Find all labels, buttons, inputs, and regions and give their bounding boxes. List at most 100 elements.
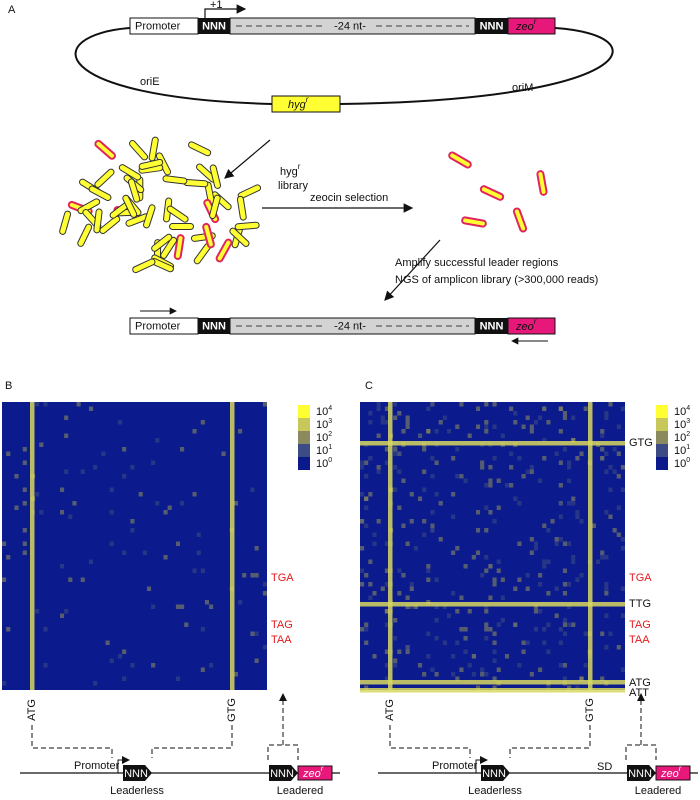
heatmap-cell	[529, 469, 534, 474]
heatmap-row	[360, 441, 625, 446]
heatmap-cell	[567, 501, 572, 506]
heatmap-cell	[604, 411, 609, 416]
bacterium	[160, 236, 178, 259]
heatmap-cell	[455, 640, 460, 645]
heatmap-cell	[384, 582, 389, 587]
heatmap-cell	[471, 555, 476, 560]
heatmap-cell	[467, 609, 472, 614]
promoter-label: Promoter	[135, 20, 181, 32]
heatmap-cell	[384, 609, 389, 614]
heatmap-cell	[451, 672, 456, 677]
heatmap-cell	[175, 604, 181, 609]
heatmap-cell	[525, 573, 530, 578]
heatmap-cell	[496, 667, 501, 672]
heatmap-cell	[446, 613, 452, 618]
nnn-box	[475, 318, 508, 334]
heatmap-cell	[384, 447, 389, 452]
dashed-bracket	[31, 725, 113, 758]
heatmap-cell	[517, 577, 522, 582]
heatmap-cell	[262, 591, 267, 596]
heatmap-cell	[604, 586, 609, 591]
nnn-label: NNN	[124, 768, 148, 780]
heatmap-cell	[14, 474, 19, 479]
colorbar-label: 104	[674, 405, 690, 418]
colorbar-swatch	[656, 457, 668, 470]
bacterium	[188, 141, 212, 157]
heatmap-cell	[384, 676, 389, 681]
bacterium	[236, 195, 247, 221]
heatmap-cell	[196, 550, 201, 555]
heatmap-cell	[68, 514, 73, 519]
heatmap-cell	[422, 469, 427, 474]
heatmap-cell	[533, 546, 539, 551]
hyg-label-sup: r	[306, 95, 309, 104]
heatmap-cell	[558, 483, 563, 488]
heatmap-cell	[538, 573, 543, 578]
heatmap-cell	[562, 541, 568, 546]
heatmap-cell	[500, 618, 505, 623]
heatmap-cell	[484, 420, 489, 425]
heatmap-cell	[496, 568, 501, 573]
heatmap-cell	[59, 487, 65, 492]
heatmap-cell	[542, 438, 547, 443]
heatmap-cell	[484, 483, 489, 488]
heatmap-cell	[484, 402, 489, 407]
heatmap-row	[360, 680, 625, 685]
heatmap-cell	[426, 654, 431, 659]
heatmap-cell	[368, 420, 373, 425]
heatmap-cell	[175, 541, 181, 546]
heatmap-cell	[492, 577, 497, 582]
heatmap-cell	[22, 550, 27, 555]
row-label: TAG	[271, 619, 293, 631]
heatmap-cell	[475, 406, 481, 411]
heatmap-cell	[521, 474, 526, 479]
colorbar-base: 10	[674, 432, 686, 444]
heatmap-cell	[620, 613, 625, 618]
row-label: TAG	[629, 619, 651, 631]
heatmap-cell	[471, 672, 476, 677]
heatmap-cell	[64, 609, 69, 614]
heatmap-cell	[360, 492, 365, 497]
heatmap-cell	[571, 555, 576, 560]
dashed-bracket	[625, 744, 657, 760]
colorbar-base: 10	[316, 419, 328, 431]
heatmap-cell	[538, 478, 543, 483]
colorbar-swatch	[298, 418, 310, 431]
heatmap-cell	[542, 523, 547, 528]
heatmap-cell	[80, 469, 85, 474]
heatmap-cell	[192, 429, 197, 434]
heatmap-cell	[22, 487, 27, 492]
dashed-bracket	[509, 725, 591, 758]
heatmap-cell	[384, 541, 389, 546]
heatmap-cell	[35, 492, 40, 497]
heatmap-cell	[546, 622, 551, 627]
colorbar-base: 10	[316, 445, 328, 457]
heatmap-row	[360, 602, 625, 607]
heatmap-cell	[488, 595, 493, 600]
heatmap-cell	[405, 541, 410, 546]
heatmap-cell	[417, 496, 423, 501]
colorbar-base: 10	[674, 419, 686, 431]
bacterium	[94, 139, 116, 160]
heatmap-cell	[492, 649, 497, 654]
heatmap-cell	[80, 577, 85, 582]
column-label: ATG	[26, 699, 38, 721]
nnn-label: NNN	[482, 768, 506, 780]
heatmap-cell	[430, 402, 435, 407]
heatmap-cell	[525, 415, 530, 420]
spacer-label: -24 nt-	[334, 20, 366, 32]
heatmap-cell	[542, 640, 547, 645]
library-label: hygr	[280, 162, 301, 178]
heatmap-cell	[475, 528, 481, 533]
heatmap-cell	[562, 415, 568, 420]
heatmap-cell	[401, 573, 406, 578]
heatmap-cell	[575, 514, 580, 519]
heatmap-cell	[368, 595, 373, 600]
heatmap-cell	[480, 667, 485, 672]
heatmap-cell	[254, 546, 259, 551]
heatmap-cell	[459, 474, 464, 479]
colorbar-base: 10	[316, 406, 328, 418]
heatmap-cell	[397, 505, 402, 510]
heatmap-cell	[438, 501, 443, 506]
heatmap-cell	[130, 519, 135, 524]
